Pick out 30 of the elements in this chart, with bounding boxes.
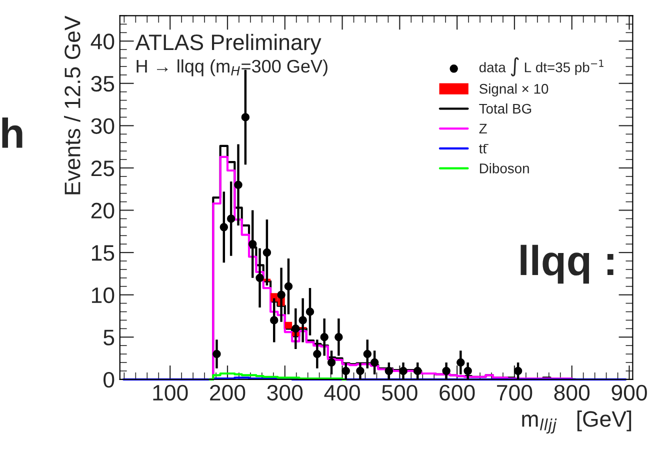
legend-label: Total BG <box>479 103 532 114</box>
text: h <box>2 118 22 148</box>
annotation: H → llqq (m$_{H}$=300 GeV) <box>136 59 328 76</box>
legend-label: data ∫ L dt=35 pb$^{−1}$ <box>479 57 604 76</box>
legend-label: Diboson <box>480 163 529 174</box>
y-tick-label: 10 <box>92 287 114 304</box>
y-axis-title: Events / 12.5 GeV <box>64 16 80 194</box>
annotation: llqq : <box>520 244 614 284</box>
x-tick-label: 600 <box>440 384 475 401</box>
text: m$_{lljj}$ [GeV] <box>522 410 632 434</box>
legend-label: tt̄ <box>479 144 488 154</box>
y-tick-label: 5 <box>104 330 114 346</box>
legend-label: Z <box>479 124 487 134</box>
x-tick-label: 500 <box>382 384 418 401</box>
y-tick-label: 15 <box>92 245 114 261</box>
x-tick-label: 900 <box>612 384 647 401</box>
x-tick-label: 400 <box>324 384 360 401</box>
x-tick-label: 300 <box>267 384 303 401</box>
y-tick-label: 40 <box>90 34 114 50</box>
x-tick-label: 100 <box>153 384 188 401</box>
annotation: ATLAS Preliminary <box>135 34 322 55</box>
x-tick-label: 700 <box>497 384 532 401</box>
y-tick-label: 30 <box>91 118 114 134</box>
x-tick-label: 200 <box>210 384 246 401</box>
y-tick-label: 0 <box>104 372 114 388</box>
legend-label: Signal × 10 <box>479 84 548 97</box>
y-tick-label: 20 <box>91 202 114 219</box>
y-tick-label: 25 <box>91 160 114 176</box>
x-tick-label: 800 <box>554 384 590 401</box>
y-tick-label: 35 <box>91 76 114 92</box>
